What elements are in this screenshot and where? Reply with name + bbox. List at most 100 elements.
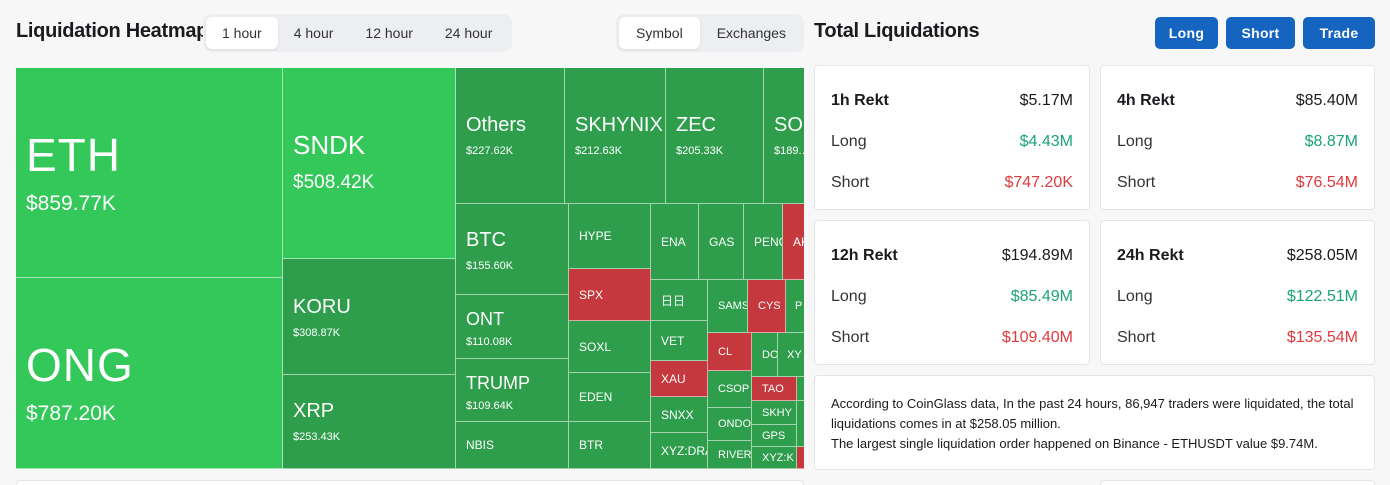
heatmap-tile-sndk[interactable]: SNDK $508.42K [283,68,456,259]
tile-symbol: TAO [762,382,784,395]
long-label: Long [1117,132,1153,150]
heatmap-tile-ont[interactable]: ONT $110.08K [456,295,569,359]
heatmap-tile-sol[interactable]: SOL $189.… [764,68,804,204]
heatmap-tile-cys[interactable]: CYS [748,280,786,333]
time-option-1h[interactable]: 1 hour [206,17,278,49]
view-option-exchanges[interactable]: Exchanges [716,25,786,41]
liquidation-heatmap: ETH $859.77K ONG $787.20K SNDK $508.42K … [16,68,804,469]
tile-symbol: XRP [293,400,335,422]
heatmap-tile-p[interactable]: P [786,280,804,333]
rekt-card-4h: 4h Rekt $85.40M Long $8.87M Short $76.54M [1100,65,1375,210]
heatmap-tile-gas[interactable]: GAS [699,204,744,280]
heatmap-tile-xy[interactable]: XY [778,333,804,377]
tile-value: $109.64K [466,400,514,412]
long-value: $8.87M [1304,132,1358,150]
tile-value: $308.87K [293,327,341,339]
long-label: Long [1117,287,1153,305]
tile-symbol: SNDK [293,130,366,160]
heatmap-tile-mini-3[interactable] [797,447,804,469]
heatmap-tile-cjk[interactable]: 日日 [651,280,708,321]
tile-symbol: SOL [774,114,804,136]
short-label: Short [831,173,870,191]
heatmap-tile-mini-2[interactable] [797,401,804,447]
short-label: Short [1117,173,1156,191]
heatmap-tile-snxx[interactable]: SNXX [651,397,708,433]
tile-symbol: ETH [26,129,121,181]
long-button[interactable]: Long [1155,17,1218,49]
heatmap-tile-skhynix[interactable]: SKHYNIX $212.63K [565,68,666,204]
tile-symbol: Others [466,114,527,136]
heatmap-tile-koru[interactable]: KORU $308.87K [283,259,456,375]
tile-symbol: GPS [762,429,786,442]
time-option-12h[interactable]: 12 hour [365,25,413,41]
heatmap-tile-others[interactable]: Others $227.62K [456,68,565,204]
heatmap-tile-xau[interactable]: XAU [651,361,708,397]
heatmap-tile-ena[interactable]: ENA [651,204,699,280]
tile-symbol: CL [718,345,733,358]
heatmap-tile-sams[interactable]: SAMS [708,280,748,333]
heatmap-tile-xyz-dra[interactable]: XYZ:DRA [651,433,708,469]
tile-symbol: PENG [754,234,782,249]
heatmap-tile-hype[interactable]: HYPE [569,204,651,269]
tile-symbol: 日日 [661,293,686,308]
long-label: Long [831,132,867,150]
short-label: Short [831,328,870,346]
card-label: 24h Rekt [1117,246,1184,264]
tile-symbol: NBIS [466,438,495,452]
tile-symbol: CYS [758,300,781,312]
tile-value: $189.… [774,145,804,157]
heatmap-tile-peng[interactable]: PENG [744,204,783,280]
tile-symbol: XYZ:DRA [661,443,708,458]
tile-symbol: XY [787,348,802,361]
heatmap-tile-xyz-k[interactable]: XYZ:K [752,447,797,469]
heatmap-tile-trump[interactable]: TRUMP $109.64K [456,359,569,422]
heatmap-tile-btc[interactable]: BTC $155.60K [456,204,569,295]
heatmap-tile-tao[interactable]: TAO [752,377,797,401]
tile-symbol: CSOP [718,383,750,395]
heatmap-tile-vet[interactable]: VET [651,321,708,361]
tile-symbol: ONDO [718,418,751,430]
tile-symbol: XYZ:K [762,451,794,464]
heatmap-tile-nbis[interactable]: NBIS [456,422,569,469]
heatmap-tile-ondo[interactable]: ONDO [708,408,752,441]
tile-value: $508.42K [293,172,375,193]
heatmap-tile-ong[interactable]: ONG $787.20K [16,278,283,469]
tile-symbol: ENA [661,234,686,249]
tile-symbol: TRUMP [466,373,530,393]
heatmap-tile-ak[interactable]: AK [783,204,804,280]
tile-symbol: ZEC [676,114,716,136]
heatmap-tile-mini-1[interactable] [797,377,804,401]
heatmap-tile-spx[interactable]: SPX [569,269,651,321]
time-option-4h[interactable]: 4 hour [293,25,334,41]
tile-symbol: SNXX [661,407,694,422]
card-total: $194.89M [1001,246,1073,264]
heatmap-tile-cl[interactable]: CL [708,333,752,371]
heatmap-tile-skhy[interactable]: SKHY [752,401,797,425]
tile-value: $155.60K [466,260,514,272]
heatmap-tile-river[interactable]: RIVER [708,441,752,469]
view-option-symbol[interactable]: Symbol [619,17,700,49]
heatmap-tile-btr[interactable]: BTR [569,422,651,469]
trade-button[interactable]: Trade [1303,17,1375,49]
view-mode-selector: Symbol Exchanges [616,14,804,52]
tile-symbol: P [795,300,803,312]
short-button[interactable]: Short [1226,17,1295,49]
tile-symbol: BTC [466,229,506,251]
heatmap-tile-csop[interactable]: CSOP [708,371,752,408]
tile-symbol: RIVER [718,448,752,461]
tile-symbol: SPX [579,287,604,302]
time-option-24h[interactable]: 24 hour [444,25,493,41]
heatmap-tile-eth[interactable]: ETH $859.77K [16,68,283,278]
heatmap-tile-zec[interactable]: ZEC $205.33K [666,68,764,204]
tile-symbol: SOXL [579,339,612,354]
tile-symbol: BTR [579,438,603,452]
tile-symbol: SAMS [718,300,748,312]
short-label: Short [1117,328,1156,346]
heatmap-tile-eden[interactable]: EDEN [569,373,651,422]
heatmap-tile-xrp[interactable]: XRP $253.43K [283,375,456,469]
heatmap-tile-gps[interactable]: GPS [752,425,797,447]
tile-symbol: XAU [661,371,686,386]
heatmap-tile-soxl[interactable]: SOXL [569,321,651,373]
heatmap-tile-do[interactable]: DO [752,333,778,377]
rekt-card-12h: 12h Rekt $194.89M Long $85.49M Short $109.4… [814,220,1090,365]
